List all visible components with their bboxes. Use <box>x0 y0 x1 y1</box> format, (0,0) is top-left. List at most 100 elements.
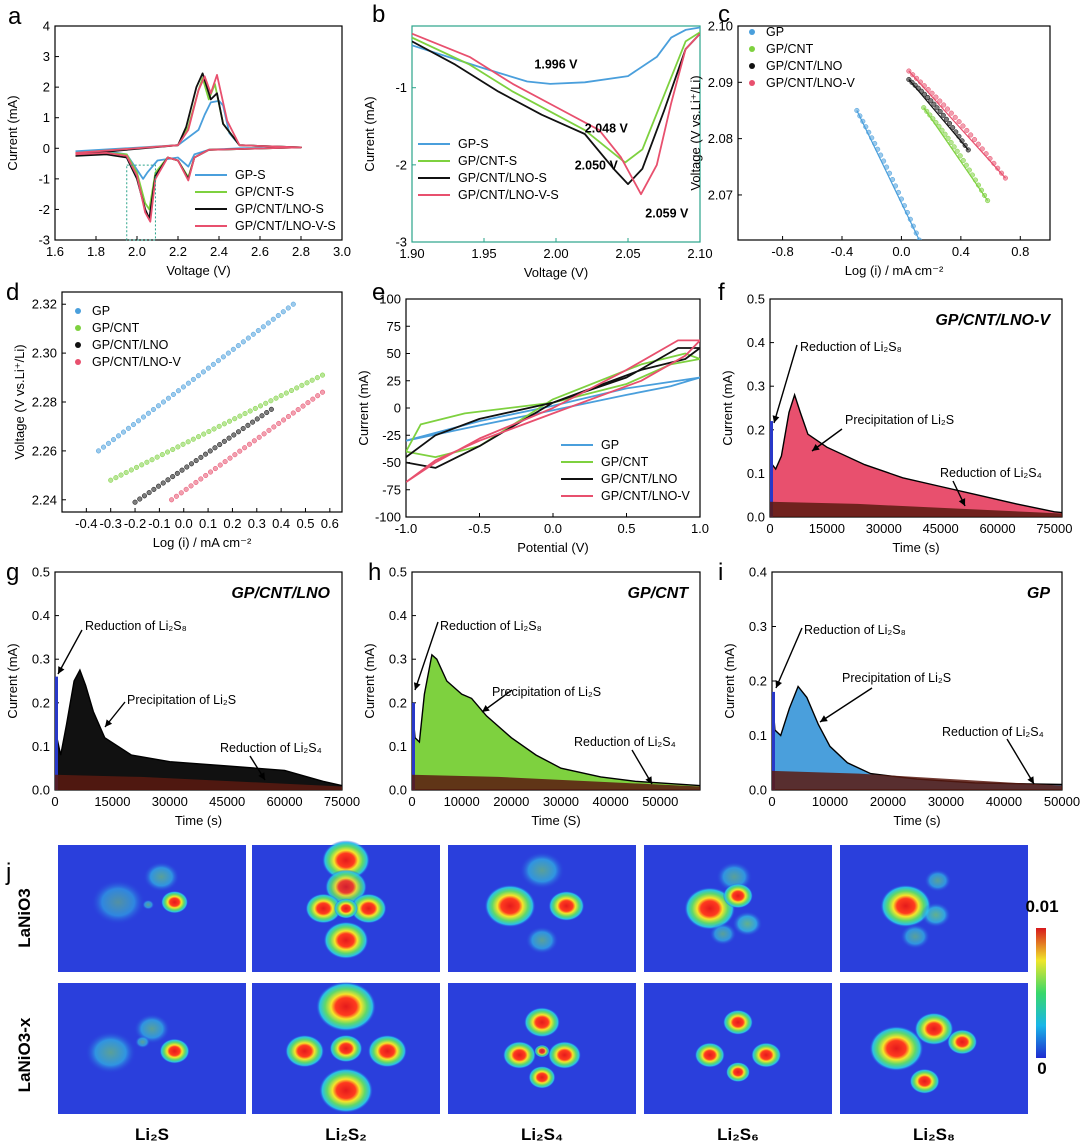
data-point <box>294 385 300 391</box>
data-point <box>268 406 274 412</box>
x-axis-label: Voltage (V) <box>524 265 588 280</box>
y-tick-label: -1 <box>38 171 50 186</box>
data-point <box>968 132 974 138</box>
x-tick-label: 30000 <box>866 521 902 536</box>
data-point <box>929 90 935 96</box>
zoom-box <box>126 164 156 241</box>
legend-label: GP <box>92 304 110 318</box>
heatmap-cell <box>252 840 440 972</box>
annotation-arrowhead <box>413 682 421 690</box>
heatmap-cell <box>644 845 832 972</box>
legend-label: GP/CNT <box>766 42 814 56</box>
y-tick-label: 75 <box>387 319 401 334</box>
data-point <box>159 452 165 458</box>
data-point <box>145 410 152 416</box>
x-tick-label: 2.05 <box>615 246 640 261</box>
data-point <box>226 435 232 441</box>
x-tick-label: 0.0 <box>892 244 910 259</box>
data-point <box>975 141 981 147</box>
x-tick-label: -0.1 <box>148 516 170 531</box>
x-tick-label: -0.3 <box>99 516 121 531</box>
y-tick-label: 0.1 <box>32 739 50 754</box>
x-tick-label: -0.4 <box>75 516 97 531</box>
panel-label-c: c <box>718 1 730 28</box>
data-point <box>154 454 160 460</box>
y-tick-label: 2.10 <box>708 19 733 34</box>
data-point <box>247 408 253 414</box>
x-tick-label: 50000 <box>1044 794 1080 809</box>
x-tick-label: 1.8 <box>87 244 105 259</box>
data-point <box>245 422 251 428</box>
data-point <box>264 409 270 416</box>
density-blob <box>525 926 559 954</box>
legend-swatch <box>749 46 755 52</box>
density-blob <box>322 840 370 881</box>
panel-label-a: a <box>8 3 22 30</box>
x-tick-label: 1.95 <box>471 246 496 261</box>
x-tick-label: 30000 <box>543 794 579 809</box>
data-point <box>170 446 176 453</box>
plot-body <box>406 339 700 483</box>
peak-annotation: 1.996 V <box>534 57 578 71</box>
data-point <box>221 438 227 444</box>
data-point <box>251 438 257 444</box>
data-point <box>232 452 238 458</box>
row-label: LaNiO3-x <box>15 1017 34 1092</box>
density-blob <box>285 1034 325 1068</box>
data-point <box>240 339 246 345</box>
y-tick-label: -100 <box>375 510 401 525</box>
data-point <box>185 439 191 445</box>
y-tick-label: 0.0 <box>389 783 407 798</box>
legend-label: GP/CNT/LNO-S <box>235 202 324 216</box>
data-point <box>271 424 277 430</box>
data-point <box>125 425 132 431</box>
x-tick-label: 0 <box>51 794 58 809</box>
density-blob <box>91 879 146 925</box>
data-point <box>195 434 202 440</box>
x-tick-label: -1.0 <box>395 521 417 536</box>
chart-title: GP/CNT/LNO <box>231 585 330 602</box>
data-point <box>310 396 316 402</box>
data-point <box>221 421 227 427</box>
legend-swatch <box>75 342 81 348</box>
x-tick-label: 10000 <box>812 794 848 809</box>
data-point <box>242 445 248 451</box>
x-tick-label: 50000 <box>642 794 678 809</box>
density-blob <box>159 1038 190 1064</box>
area-fill <box>770 392 1062 517</box>
annotation-arrowhead <box>645 776 652 784</box>
legend-label: GP/CNT-S <box>458 154 517 168</box>
x-axis-label: Potential (V) <box>517 540 589 555</box>
x-tick-label: -0.5 <box>468 521 490 536</box>
data-point <box>931 101 937 107</box>
density-blob <box>85 1031 137 1074</box>
data-point <box>252 405 258 411</box>
y-axis-label: Current (mA) <box>356 370 371 445</box>
data-point <box>914 75 920 81</box>
density-blob <box>947 1029 978 1055</box>
plot-body <box>770 392 1062 517</box>
y-tick-label: 0.4 <box>749 565 767 580</box>
y-tick-label: -2 <box>395 157 407 172</box>
peak-annotation: 2.059 V <box>645 206 689 220</box>
chart-title: GP <box>1027 585 1050 602</box>
data-point <box>141 493 147 499</box>
density-blob <box>909 1068 940 1094</box>
data-point <box>130 422 137 428</box>
annotation-arrowhead <box>812 444 820 451</box>
x-tick-label: 1.6 <box>46 244 64 259</box>
data-point <box>203 472 209 479</box>
x-tick-label: 1.0 <box>691 521 709 536</box>
column-label: Li₂S <box>135 1125 169 1144</box>
y-tick-label: -50 <box>382 455 401 470</box>
x-tick-label: -0.2 <box>124 516 146 531</box>
x-axis-label: Log (i) / mA cm⁻² <box>153 535 252 550</box>
data-point <box>227 455 233 461</box>
data-point <box>265 320 271 326</box>
column-label: Li₂S₈ <box>913 1125 955 1144</box>
x-tick-label: 45000 <box>923 521 959 536</box>
data-point <box>263 400 269 406</box>
heatmap-background <box>840 983 1028 1114</box>
data-point <box>123 469 129 476</box>
density-blob <box>723 1009 753 1035</box>
